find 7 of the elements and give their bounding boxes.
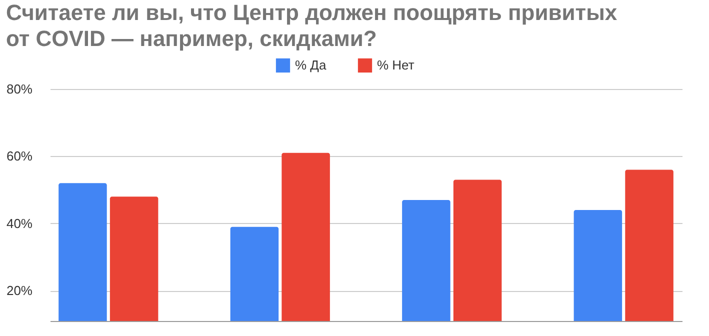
legend-label: % Нет <box>377 57 414 72</box>
legend-label: % Да <box>295 57 327 72</box>
y-tick-label: 20% <box>6 283 33 298</box>
chart-title: Считаете ли вы, что Центр должен поощрять привитых от COVID — например, скидками? <box>6 0 618 51</box>
y-tick-label: 40% <box>6 216 33 231</box>
y-tick-label: 60% <box>6 148 33 164</box>
y-tick-label: 80% <box>6 82 33 96</box>
